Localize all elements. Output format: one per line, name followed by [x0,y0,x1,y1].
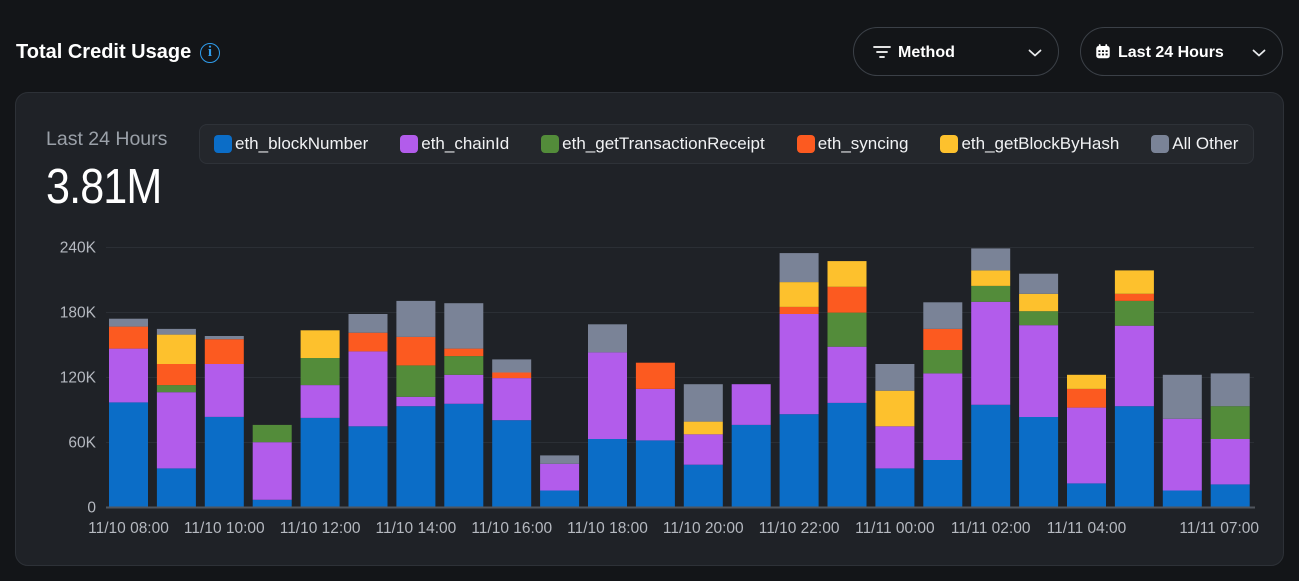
svg-text:11/11 02:00: 11/11 02:00 [951,520,1031,537]
svg-text:11/10 12:00: 11/10 12:00 [280,520,361,537]
svg-text:11/11 00:00: 11/11 00:00 [855,520,935,537]
svg-text:0: 0 [87,500,96,517]
svg-text:11/10 22:00: 11/10 22:00 [759,520,840,537]
svg-text:60K: 60K [68,435,96,452]
svg-text:11/10 10:00: 11/10 10:00 [184,520,265,537]
svg-text:11/11 07:00: 11/11 07:00 [1179,520,1259,537]
svg-text:11/10 16:00: 11/10 16:00 [471,520,552,537]
svg-text:11/10 08:00: 11/10 08:00 [88,520,169,537]
svg-text:11/10 20:00: 11/10 20:00 [663,520,744,537]
svg-text:11/10 14:00: 11/10 14:00 [376,520,457,537]
svg-text:180K: 180K [60,305,97,322]
svg-text:11/10 18:00: 11/10 18:00 [567,520,648,537]
svg-text:11/11 04:00: 11/11 04:00 [1047,520,1127,537]
svg-text:240K: 240K [60,240,97,257]
svg-text:120K: 120K [60,370,97,387]
